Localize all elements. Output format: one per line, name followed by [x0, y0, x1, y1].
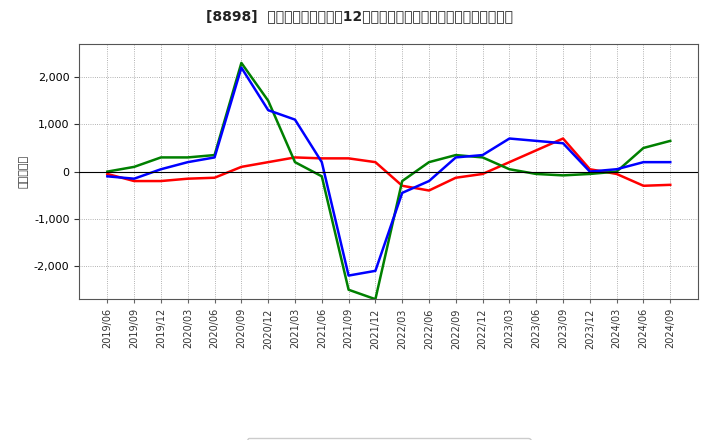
フリーCF: [585, 169, 594, 174]
投資CF: [639, 145, 648, 150]
フリーCF: [264, 107, 272, 113]
フリーCF: [425, 178, 433, 183]
フリーCF: [237, 65, 246, 70]
投資CF: [532, 171, 541, 176]
営業CF: [451, 175, 460, 180]
Text: [8898]  キャッシュフローの12か月移動合計の対前年同期増減額の推移: [8898] キャッシュフローの12か月移動合計の対前年同期増減額の推移: [207, 9, 513, 23]
フリーCF: [639, 160, 648, 165]
フリーCF: [532, 138, 541, 143]
営業CF: [184, 176, 192, 181]
投資CF: [318, 174, 326, 179]
投資CF: [478, 155, 487, 160]
Y-axis label: （百万円）: （百万円）: [18, 155, 28, 188]
フリーCF: [666, 160, 675, 165]
フリーCF: [612, 167, 621, 172]
営業CF: [666, 182, 675, 187]
投資CF: [130, 164, 138, 169]
営業CF: [532, 148, 541, 153]
投資CF: [264, 98, 272, 103]
投資CF: [612, 169, 621, 174]
投資CF: [344, 287, 353, 293]
営業CF: [585, 167, 594, 172]
Line: 投資CF: 投資CF: [107, 63, 670, 299]
投資CF: [237, 60, 246, 66]
投資CF: [425, 160, 433, 165]
営業CF: [237, 164, 246, 169]
投資CF: [398, 178, 407, 183]
フリーCF: [344, 273, 353, 278]
フリーCF: [130, 176, 138, 181]
フリーCF: [291, 117, 300, 122]
フリーCF: [398, 190, 407, 195]
投資CF: [103, 169, 112, 174]
営業CF: [318, 156, 326, 161]
営業CF: [478, 171, 487, 176]
Legend: 営業CF, 投資CF, フリーCF: 営業CF, 投資CF, フリーCF: [247, 438, 531, 440]
営業CF: [398, 183, 407, 188]
フリーCF: [103, 174, 112, 179]
フリーCF: [318, 160, 326, 165]
営業CF: [344, 156, 353, 161]
投資CF: [559, 173, 567, 178]
営業CF: [157, 178, 166, 183]
Line: フリーCF: フリーCF: [107, 68, 670, 275]
営業CF: [639, 183, 648, 188]
投資CF: [585, 171, 594, 176]
営業CF: [210, 175, 219, 180]
Line: 営業CF: 営業CF: [107, 139, 670, 191]
投資CF: [184, 155, 192, 160]
投資CF: [210, 152, 219, 158]
営業CF: [130, 178, 138, 183]
フリーCF: [505, 136, 514, 141]
フリーCF: [184, 160, 192, 165]
投資CF: [451, 152, 460, 158]
投資CF: [291, 160, 300, 165]
営業CF: [505, 160, 514, 165]
フリーCF: [210, 155, 219, 160]
投資CF: [157, 155, 166, 160]
投資CF: [666, 138, 675, 143]
フリーCF: [371, 268, 379, 274]
フリーCF: [157, 167, 166, 172]
営業CF: [264, 160, 272, 165]
フリーCF: [478, 152, 487, 158]
フリーCF: [451, 155, 460, 160]
投資CF: [371, 297, 379, 302]
営業CF: [425, 188, 433, 193]
営業CF: [103, 171, 112, 176]
営業CF: [291, 155, 300, 160]
営業CF: [559, 136, 567, 141]
投資CF: [505, 167, 514, 172]
フリーCF: [559, 141, 567, 146]
営業CF: [612, 171, 621, 176]
営業CF: [371, 160, 379, 165]
